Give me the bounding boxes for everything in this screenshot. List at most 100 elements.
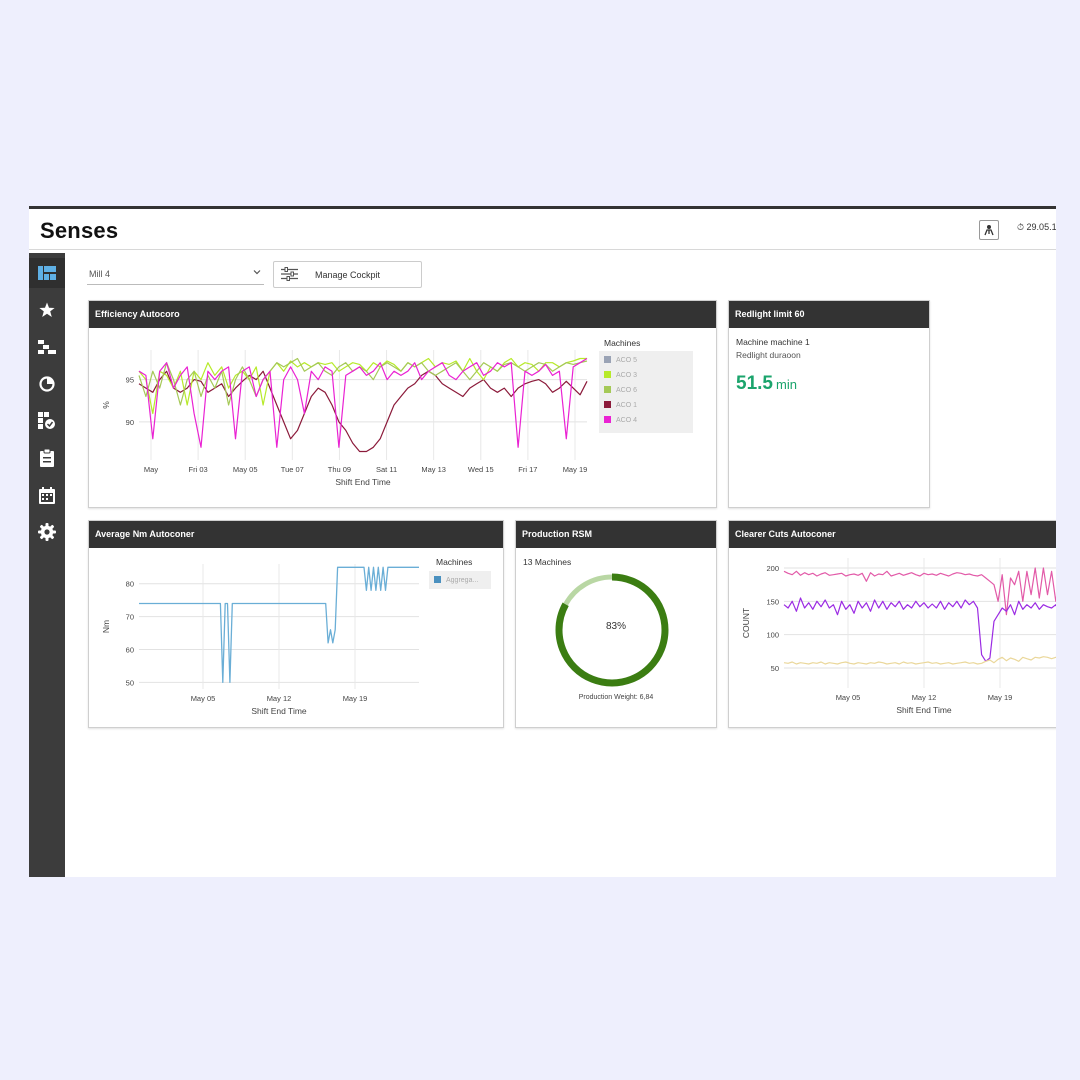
x-tick-label: Fri 17 <box>518 465 537 474</box>
y-axis-title: % <box>101 401 111 409</box>
nm-legend: Aggrega... <box>429 571 491 589</box>
x-axis-title: Shift End Time <box>251 706 307 716</box>
efficiency-card-title: Efficiency Autocoro <box>89 301 716 328</box>
efficiency-chart: 90 95 May Fri 03 May 05 Tue 07 Thu 09 Sat 11 May… <box>101 350 588 487</box>
x-tick-label: May 12 <box>267 694 292 703</box>
sidebar-item-calendar[interactable] <box>29 480 65 510</box>
sidebar-item-status[interactable] <box>29 406 65 436</box>
legend-swatch <box>604 401 611 408</box>
redlight-value: 51.5 min <box>736 373 797 395</box>
production-donut <box>555 573 669 687</box>
x-tick-label: Fri 03 <box>189 465 208 474</box>
y-tick-label: 200 <box>766 564 779 573</box>
pie-chart-icon <box>39 376 55 392</box>
production-percent: 83% <box>605 621 626 632</box>
efficiency-legend-title: Machines <box>604 338 641 348</box>
nm-legend-title: Machines <box>436 557 473 567</box>
person-icon <box>984 225 994 236</box>
dashboard-icon <box>38 266 56 280</box>
x-tick-label: Thu 09 <box>328 465 351 474</box>
y-axis-title: COUNT <box>741 608 751 638</box>
series-line-1 <box>138 370 588 453</box>
donut-ring <box>555 573 669 687</box>
sidebar-item-favorites[interactable] <box>29 295 65 325</box>
y-tick-label: 80 <box>126 580 134 589</box>
legend-swatch <box>604 386 611 393</box>
nm-card: Average Nm Autoconer 50 60 70 80 May 05 May 1… <box>88 520 504 728</box>
series-line-1 <box>139 566 419 684</box>
sidebar-item-dashboard[interactable] <box>29 258 65 288</box>
x-tick-label: Wed 15 <box>468 465 494 474</box>
x-tick-label: May <box>144 465 158 474</box>
legend-swatch <box>604 416 611 423</box>
app-title: Senses <box>40 218 119 243</box>
x-tick-label: May 19 <box>563 465 588 474</box>
user-toggle-button[interactable] <box>979 220 999 240</box>
hierarchy-icon <box>38 340 56 354</box>
redlight-machine: Machine machine 1 <box>736 337 810 347</box>
y-axis-title: Nm <box>101 620 111 633</box>
legend-swatch <box>434 576 441 583</box>
top-bar: Senses ⏱ 29.05.1 <box>29 209 1056 250</box>
clearer-card: Clearer Cuts Autoconer 50 100 150 200 May 05… <box>728 520 1056 728</box>
y-tick-label: 50 <box>126 678 134 687</box>
production-footer: Production Weight: 6,84 <box>578 694 654 701</box>
sidebar <box>29 253 65 877</box>
legend-item-aco4[interactable]: ACO 4 <box>604 416 637 424</box>
legend-swatch <box>604 371 611 378</box>
app-window: Senses ⏱ 29.05.1 <box>29 206 1056 877</box>
clock-text: 29.05.1 <box>1026 222 1056 232</box>
series-line-4 <box>138 357 588 448</box>
clipboard-icon <box>40 449 54 467</box>
sidebar-item-analytics[interactable] <box>29 369 65 399</box>
x-tick-label: May 13 <box>421 465 446 474</box>
x-tick-label: May 05 <box>836 693 861 702</box>
legend-item-aco1[interactable]: ACO 1 <box>604 401 637 409</box>
grid-check-icon <box>38 412 55 429</box>
clock-display: ⏱ 29.05.1 <box>1017 222 1056 233</box>
series-line-2 <box>783 597 1056 662</box>
legend-label: ACO 6 <box>616 387 638 394</box>
main-content: Mill 4 Manage Cockpit Efficiency Autocor… <box>65 253 1056 877</box>
x-tick-label: May 05 <box>233 465 258 474</box>
series-line-2 <box>138 357 587 415</box>
y-tick-label: 60 <box>126 646 134 655</box>
series-line-3 <box>783 656 1056 665</box>
production-card: Production RSM 13 Machines 83% Productio… <box>515 520 717 728</box>
y-tick-label: 95 <box>126 376 134 385</box>
sidebar-item-settings[interactable] <box>29 517 65 547</box>
y-tick-label: 150 <box>766 597 779 606</box>
y-tick-label: 100 <box>766 631 779 640</box>
mill-select-value: Mill 4 <box>89 269 111 279</box>
production-machines: 13 Machines <box>523 557 572 567</box>
redlight-unit: min <box>775 377 797 392</box>
efficiency-card: Efficiency Autocoro 90 95 May Fri 03 May 05 T… <box>88 300 717 508</box>
legend-item-aco6[interactable]: ACO 6 <box>604 386 637 394</box>
mill-select[interactable]: Mill 4 <box>87 264 264 285</box>
manage-cockpit-button[interactable]: Manage Cockpit <box>273 261 422 288</box>
star-icon <box>39 302 55 317</box>
x-axis-title: Shift End Time <box>335 477 391 487</box>
legend-item-aco5[interactable]: ACO 5 <box>604 356 637 364</box>
y-tick-label: 70 <box>126 613 134 622</box>
series-line-3 <box>138 357 588 406</box>
legend-item-aco3[interactable]: ACO 3 <box>604 371 637 379</box>
nm-card-title: Average Nm Autoconer <box>89 521 503 548</box>
x-tick-label: May 12 <box>912 693 937 702</box>
x-tick-label: Tue 07 <box>281 465 304 474</box>
sidebar-item-reports[interactable] <box>29 443 65 473</box>
nm-chart: 50 60 70 80 May 05 May 12 May 19 Shift End Time… <box>101 564 419 716</box>
clearer-chart: 50 100 150 200 May 05 May 12 May 19 Shift End T… <box>741 558 1056 715</box>
x-axis-title: Shift End Time <box>896 705 952 715</box>
x-tick-label: Sat 11 <box>376 465 397 474</box>
redlight-number: 51.5 <box>736 373 773 394</box>
manage-cockpit-label: Manage Cockpit <box>315 270 381 280</box>
legend-item-aggregate[interactable]: Aggrega... <box>434 576 478 584</box>
legend-label: Aggrega... <box>446 577 479 584</box>
sliders-icon <box>281 267 298 281</box>
efficiency-legend: ACO 5 ACO 3 ACO 6 ACO 1 ACO 4 <box>599 351 693 433</box>
redlight-subtitle: Redlight duraoon <box>736 350 801 360</box>
legend-label: ACO 4 <box>616 417 638 424</box>
sidebar-item-hierarchy[interactable] <box>29 332 65 362</box>
redlight-card-title: Redlight limit 60 <box>729 301 929 328</box>
